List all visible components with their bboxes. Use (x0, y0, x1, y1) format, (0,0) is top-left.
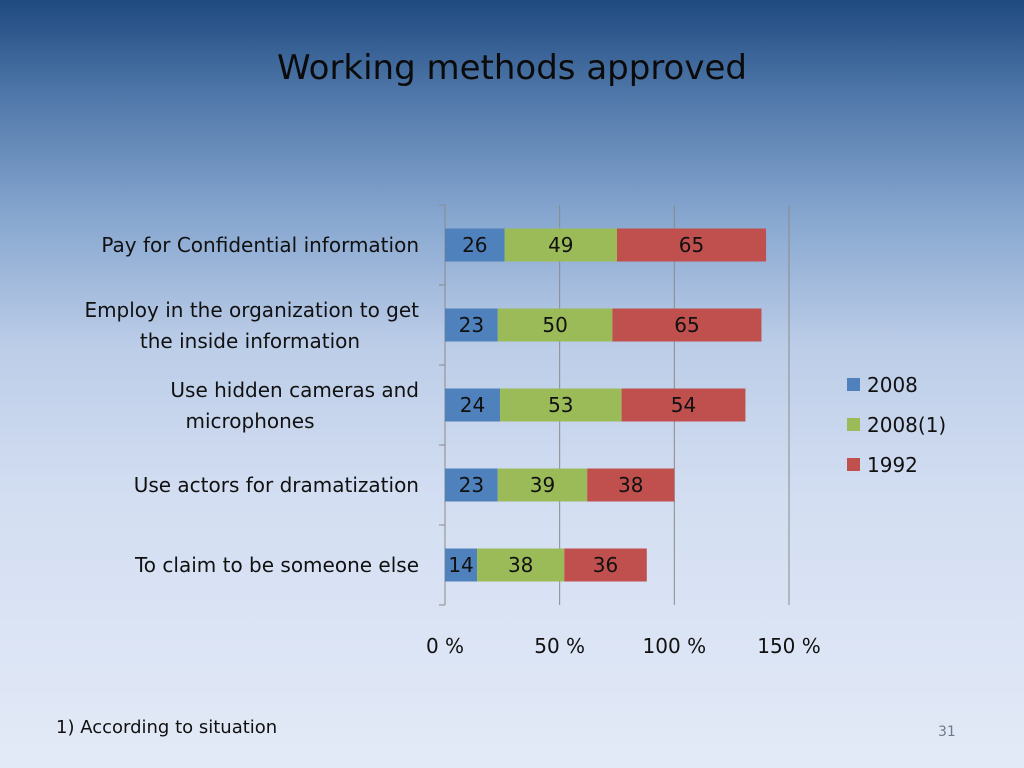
bar-segment (445, 468, 498, 502)
category-label: To claim to be someone else (134, 553, 419, 577)
x-tick-label: 150 % (757, 634, 821, 658)
data-label: 14 (448, 553, 473, 577)
legend-label: 1992 (867, 453, 918, 477)
legend-label: 2008(1) (867, 413, 946, 437)
data-label: 50 (542, 313, 567, 337)
bar-segment (445, 548, 478, 582)
data-label: 24 (460, 393, 485, 417)
category-label: Employ in the organization to get (84, 298, 419, 322)
page-number: 31 (938, 724, 956, 740)
bar-segment (612, 308, 762, 342)
bar-segment (617, 228, 767, 262)
data-label: 53 (548, 393, 573, 417)
data-label: 36 (593, 553, 618, 577)
legend-label: 2008 (867, 373, 918, 397)
data-label: 49 (548, 233, 573, 257)
bar-segment (445, 308, 498, 342)
slide-title: Working methods approved (277, 48, 747, 88)
category-label: Use hidden cameras and (170, 378, 419, 402)
legend-swatch (847, 418, 860, 431)
bar-segment (445, 388, 501, 422)
data-label: 26 (462, 233, 487, 257)
bar-segment (564, 548, 647, 582)
data-label: 38 (618, 473, 643, 497)
footnote: 1) According to situation (56, 717, 278, 738)
data-label: 39 (530, 473, 555, 497)
x-tick-label: 0 % (426, 634, 464, 658)
bar-segment (587, 468, 675, 502)
data-label: 65 (679, 233, 704, 257)
legend-swatch (847, 378, 860, 391)
data-label: 23 (459, 473, 484, 497)
bar-segment (497, 308, 613, 342)
bar-segment (500, 388, 622, 422)
data-label: 23 (459, 313, 484, 337)
x-tick-label: 100 % (643, 634, 707, 658)
bar-segment (621, 388, 746, 422)
legend-swatch (847, 458, 860, 471)
data-label: 38 (508, 553, 533, 577)
category-label: Pay for Confidential information (101, 233, 419, 257)
bar-segment (497, 468, 588, 502)
data-label: 54 (671, 393, 696, 417)
bar-segment (445, 228, 505, 262)
category-label: microphones (185, 409, 314, 433)
data-label: 65 (674, 313, 699, 337)
category-label: Use actors for dramatization (134, 473, 419, 497)
bar-segment (504, 228, 617, 262)
category-label: the inside information (140, 329, 360, 353)
bar-segment (477, 548, 565, 582)
x-tick-label: 50 % (534, 634, 585, 658)
